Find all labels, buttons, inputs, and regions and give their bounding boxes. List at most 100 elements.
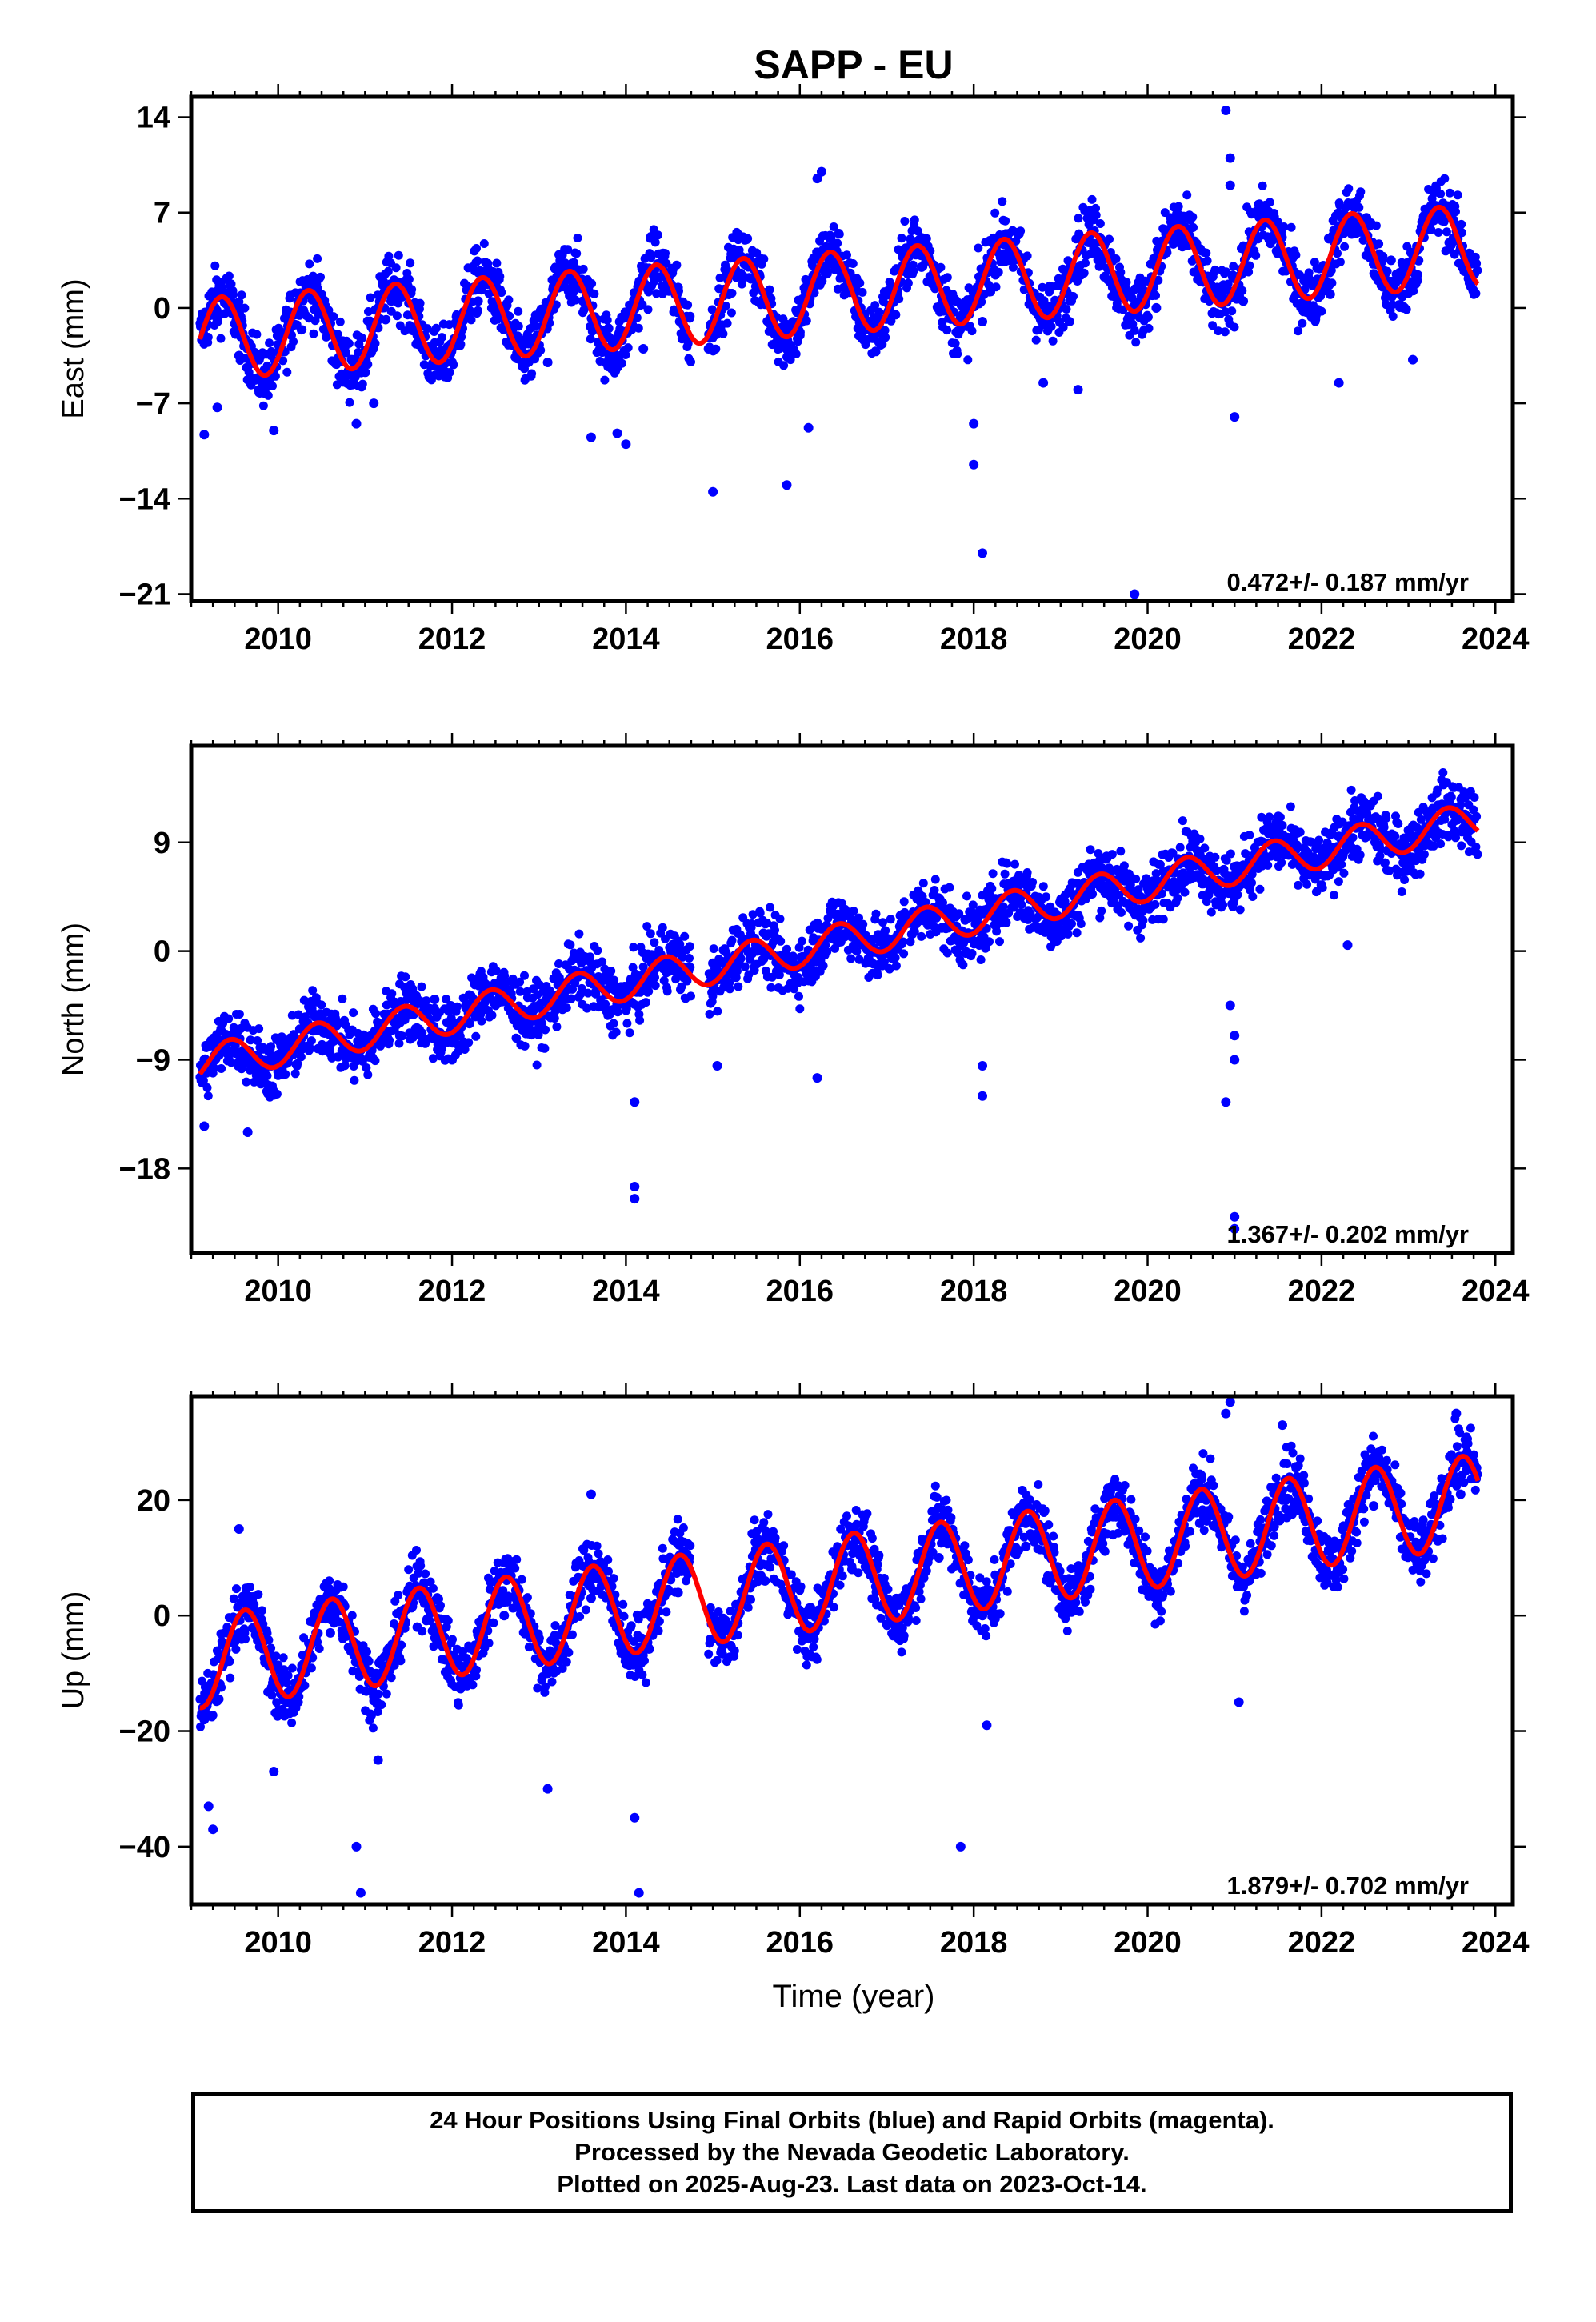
east-data-point [587,279,597,288]
east-data-point [791,350,801,358]
north-data-point [782,944,791,954]
east-data-point [1038,282,1047,292]
north-data-point [437,1043,446,1053]
east-data-point [703,344,714,354]
east-x-tick-label: 2014 [592,623,660,656]
north-data-point [1355,850,1365,859]
north-data-point [226,1058,236,1067]
east-data-point [1202,248,1211,258]
north-data-point [234,1010,244,1019]
north-data-point [363,1070,373,1079]
east-outlier-point [369,398,379,409]
east-data-point [447,358,458,368]
north-data-point [1097,906,1106,915]
east-data-point [563,245,573,254]
north-data-point [500,971,510,981]
east-data-point [858,287,867,297]
north-data-point [515,987,525,996]
east-data-point [826,233,836,242]
north-data-point [487,1011,497,1020]
north-data-point [1346,785,1356,795]
east-data-point [1251,250,1261,260]
east-data-point [1325,289,1335,299]
east-data-point [621,350,630,359]
east-panel: 2010 2012 2014 2016 2018 2020 2022 20241470−7−1… [57,84,1530,656]
north-data-point [210,1063,218,1073]
north-data-point [766,983,776,992]
east-x-tick-label: 2018 [940,623,1008,656]
north-data-point [641,998,650,1007]
north-data-point [1382,813,1391,823]
east-data-point [1038,296,1049,306]
east-data-point [1445,188,1454,198]
east-outlier-point [212,402,222,413]
north-data-point [917,931,926,941]
north-data-point [512,1034,522,1043]
north-data-point [520,971,529,980]
east-outlier-point [708,486,718,497]
north-data-point [394,1039,404,1048]
east-data-point [527,369,537,378]
north-data-point [1390,831,1400,841]
east-data-point [252,330,262,339]
east-data-point [990,208,1000,218]
north-data-point [541,1025,550,1035]
east-data-point [514,306,523,316]
north-data-point [442,995,451,1004]
north-data-point [736,954,746,963]
east-data-point [477,286,486,295]
north-data-point [1247,870,1257,879]
north-data-point [611,1027,621,1037]
north-data-point [515,977,525,987]
north-data-point [945,883,954,892]
north-data-point [1277,858,1286,867]
east-data-point [848,259,858,268]
east-data-point [1069,292,1078,301]
east-data-point [267,347,277,357]
north-data-point [1010,859,1019,869]
east-data-point [1063,256,1073,266]
north-data-point [731,973,741,983]
east-data-point [871,347,881,357]
north-data-point [794,991,803,1001]
north-data-point [770,926,779,935]
east-data-point [922,234,931,243]
east-data-point [1317,306,1326,316]
east-data-point [569,258,578,267]
east-data-point [406,258,415,268]
east-data-point [1222,267,1231,277]
east-data-point [734,269,744,279]
east-data-point [646,232,655,242]
east-fit-curve [198,205,1480,378]
east-data-point [457,332,466,342]
north-data-point [849,907,858,915]
east-data-point [1130,326,1139,335]
east-data-point [1087,194,1097,204]
north-data-point [968,900,978,910]
north-data-point [788,951,798,961]
east-data-point [316,272,325,282]
east-data-point [1457,228,1466,238]
east-data-point [634,323,643,333]
east-data-point [617,358,626,368]
east-data-point [1426,225,1436,234]
north-data-point [1275,812,1285,822]
north-data-point [995,937,1004,947]
east-data-point [216,334,226,343]
east-data-point [1189,222,1198,232]
east-data-point [383,266,393,276]
east-data-point [1074,214,1083,223]
east-data-point [715,273,725,282]
north-data-point [1166,903,1175,912]
east-data-point [1182,190,1192,200]
east-data-point [1286,222,1296,232]
east-data-point [386,296,396,306]
east-data-point [342,348,350,358]
north-data-point [635,1015,645,1025]
east-outlier-point [1221,106,1231,116]
north-data-point [625,1028,634,1038]
north-data-point [878,918,887,927]
north-data-point [1263,860,1273,870]
east-data-point [1091,203,1100,213]
east-data-point [1090,248,1101,258]
